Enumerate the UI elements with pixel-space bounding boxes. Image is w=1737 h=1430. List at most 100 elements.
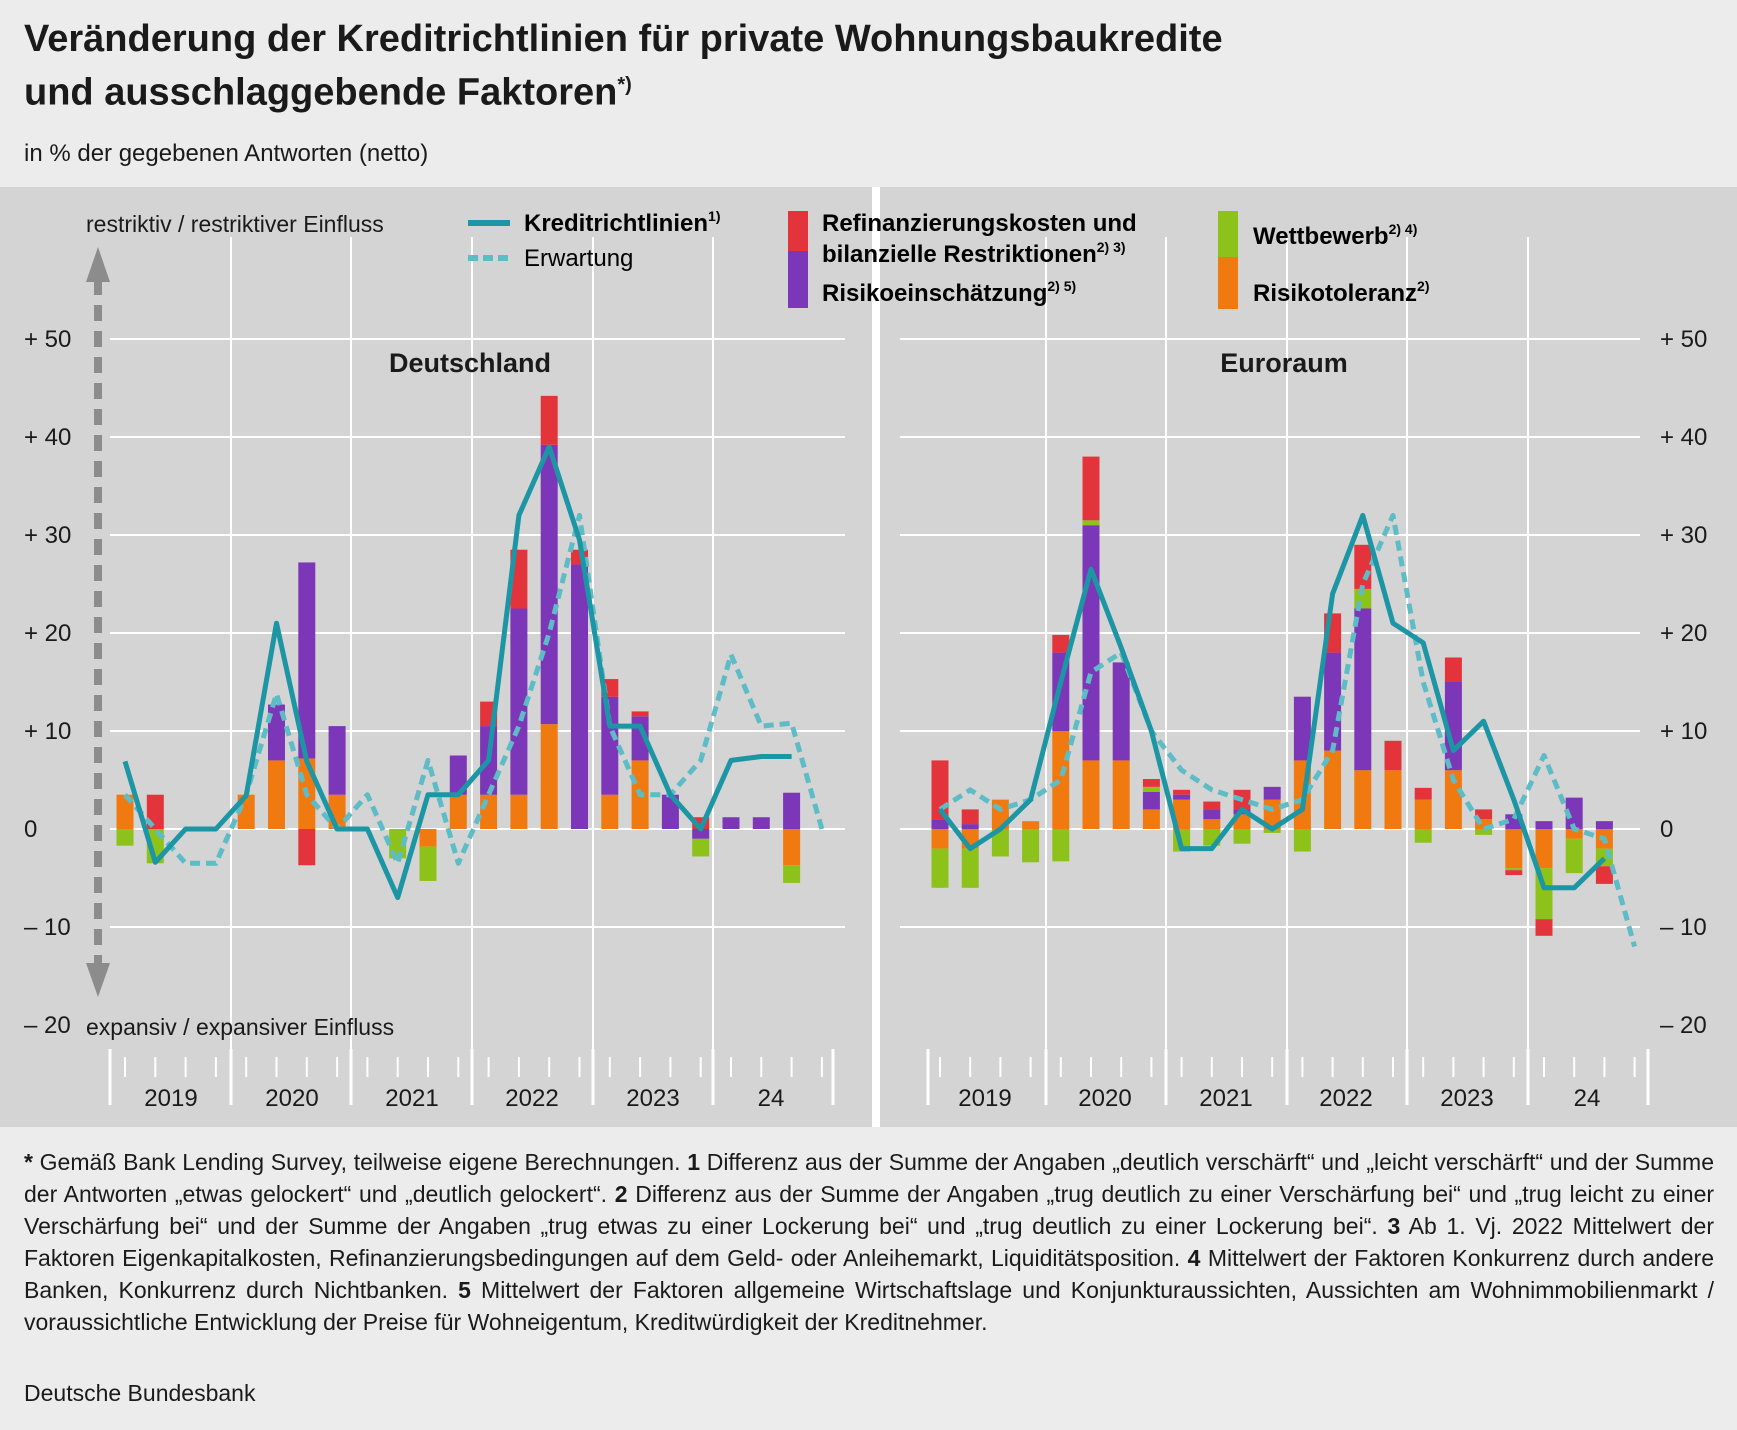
bar-tol — [1444, 770, 1462, 829]
year-label: 2021 — [1199, 1085, 1252, 1112]
year-label: 2022 — [505, 1085, 558, 1112]
footnote-5-label: 5 — [458, 1277, 471, 1303]
bar-refi — [1535, 919, 1553, 936]
bar-risk — [328, 726, 346, 795]
bar-refi — [298, 829, 316, 866]
bar-refi — [1173, 789, 1191, 795]
bar-tol — [601, 794, 619, 829]
bar-wett — [1565, 838, 1583, 874]
chart-subtitle: in % der gegebenen Antworten (netto) — [24, 140, 429, 167]
chart-title: Veränderung der Kreditrichtlinien für pr… — [24, 16, 1524, 116]
bar-tol — [1565, 829, 1583, 839]
y-tick-label-left: – 20 — [24, 1012, 71, 1039]
footnote-3: Ab 1. Vj. 2022 Mittelwert der Faktoren E… — [24, 1213, 1715, 1271]
y-tick-label-left: + 50 — [24, 326, 71, 353]
year-label: 2022 — [1319, 1085, 1372, 1112]
bar-risk — [298, 562, 316, 759]
axis-direction-arrow — [86, 247, 110, 997]
bar-risk — [1263, 786, 1281, 800]
bar-tol — [268, 760, 285, 829]
y-tick-label-left: + 10 — [24, 718, 71, 745]
y-tick-label-right: + 30 — [1660, 522, 1707, 549]
bar-risk — [601, 696, 619, 795]
bar-risk — [268, 704, 285, 761]
panel-title: Deutschland — [389, 348, 551, 378]
bar-tol — [1384, 770, 1402, 829]
bar-tol — [1022, 821, 1040, 829]
y-tick-label-left: – 10 — [24, 914, 71, 941]
legend-tol-label: Risikotoleranz2) — [1253, 278, 1430, 307]
bar-tol — [449, 794, 467, 829]
legend-refi-label1: Refinanzierungskosten und — [822, 210, 1137, 237]
bar-refi — [1052, 634, 1070, 653]
legend-wett-swatch — [1218, 211, 1238, 257]
panel-divider — [872, 187, 880, 1127]
bar-wett — [961, 848, 979, 888]
bar-refi — [1354, 544, 1372, 589]
y-tick-label-left: 0 — [24, 816, 37, 843]
bar-refi — [961, 809, 979, 825]
bar-refi — [1082, 456, 1100, 521]
footnote-2-label: 2 — [614, 1181, 628, 1207]
bar-wett — [991, 829, 1009, 857]
bar-tol — [419, 829, 437, 847]
legend-risk-swatch — [788, 251, 808, 308]
y-tick-label-right: – 20 — [1660, 1012, 1707, 1039]
bar-wett — [783, 865, 801, 883]
series-erwartung — [938, 512, 1638, 948]
bar-tol — [783, 829, 801, 866]
bar-refi — [540, 395, 558, 445]
axis-top-label: restriktiv / restriktiver Einfluss — [86, 211, 384, 237]
source-label: Deutsche Bundesbank — [24, 1380, 256, 1406]
chart-canvas: + 50 + 50 + 40 + 40 + 30 + 30 + 20 + 20 + 10 + 10… — [24, 187, 1707, 1127]
bar-risk — [1324, 652, 1342, 751]
year-label: 2023 — [1440, 1085, 1493, 1112]
bar-tol — [1142, 809, 1160, 829]
footnote-5: Mittelwert der Faktoren allgemeine Wirts… — [24, 1277, 1715, 1335]
bar-refi — [1142, 779, 1160, 787]
y-tick-label-right: + 40 — [1660, 424, 1707, 451]
bar-wett — [419, 846, 437, 881]
bar-risk — [1173, 794, 1191, 800]
legend-risk-label: Risikoeinschätzung2) 5) — [822, 278, 1076, 307]
series-kreditrichtlinien — [122, 444, 792, 901]
footnote-4: Mittelwert der Faktoren Konkurrenz durch… — [24, 1245, 1714, 1303]
panel-title: Euroraum — [1220, 348, 1348, 378]
legend-tol-swatch — [1218, 257, 1238, 309]
footnote-3-label: 3 — [1387, 1213, 1401, 1239]
bar-refi — [1203, 801, 1221, 810]
series-kreditrichtlinien — [938, 512, 1607, 891]
bar-risk — [1293, 696, 1311, 761]
bar-wett — [1142, 786, 1160, 792]
bar-risk — [449, 755, 467, 795]
bar-refi — [1475, 809, 1493, 820]
year-label: 24 — [758, 1085, 785, 1112]
bar-risk — [752, 817, 770, 829]
y-tick-label-right: + 10 — [1660, 718, 1707, 745]
y-tick-label-left: + 40 — [24, 424, 71, 451]
year-label: 2019 — [958, 1085, 1011, 1112]
bar-tol — [1324, 750, 1342, 829]
year-label: 2021 — [385, 1085, 438, 1112]
bar-tol — [1505, 829, 1523, 869]
chart-background — [0, 187, 1737, 1127]
year-label: 2023 — [626, 1085, 679, 1112]
bar-wett — [1475, 829, 1493, 835]
bar-wett — [1052, 829, 1070, 862]
y-tick-label-right: 0 — [1660, 816, 1673, 843]
bar-tol — [540, 724, 558, 829]
bar-risk — [510, 608, 528, 795]
bar-wett — [1082, 520, 1100, 526]
bar-risk — [1203, 809, 1221, 820]
legend: Kreditrichtlinien1) Erwartung Refinanzie… — [468, 208, 1430, 309]
bar-wett — [1505, 868, 1523, 871]
bar-risk — [931, 819, 949, 829]
bar-tol — [1354, 770, 1372, 829]
bar-tol — [931, 829, 949, 849]
bar-refi — [1505, 870, 1523, 876]
bar-tol — [1082, 760, 1100, 829]
axis-bottom-label: expansiv / expansiver Einfluss — [86, 1014, 394, 1040]
bar-risk — [1565, 797, 1583, 829]
bar-tol — [1535, 829, 1553, 869]
bar-risk — [1535, 821, 1553, 829]
